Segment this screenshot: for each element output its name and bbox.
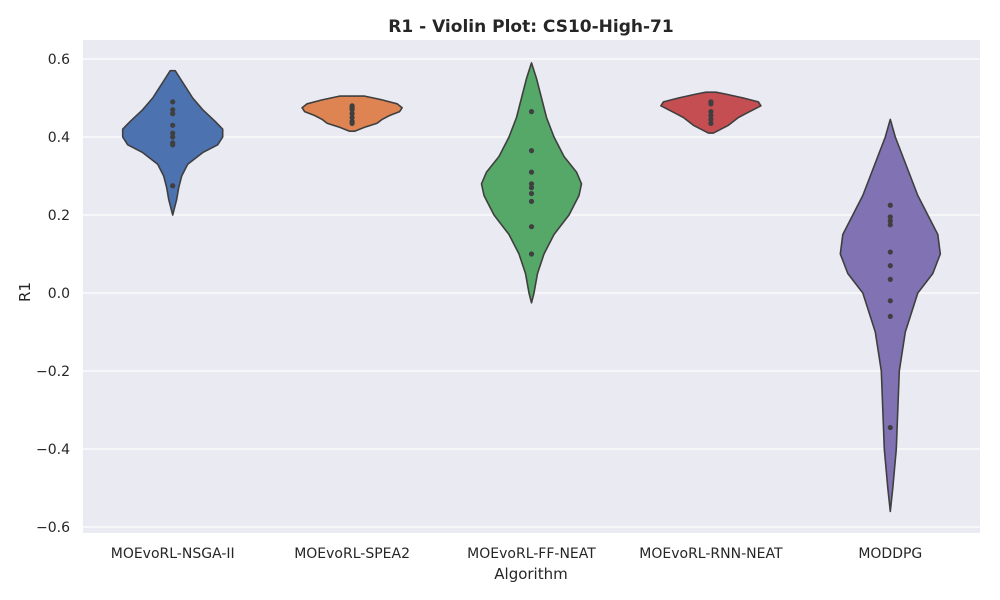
data-point [708,112,714,119]
data-point [170,99,176,105]
data-point [887,313,893,319]
data-point [170,111,176,117]
chart-title: R1 - Violin Plot: CS10-High-71 [388,17,673,37]
x-tick-label: MODDPG [858,546,922,562]
data-point [887,218,893,224]
x-tick-label: MOEvoRL-NSGA-II [111,546,235,562]
data-point [708,116,714,123]
data-point [528,181,535,187]
data-point [349,107,355,113]
data-point [887,263,893,269]
data-point [528,190,535,197]
y-tick-labels: 0.6 0.4 0.2 0.0 −0.2 −0.4 −0.6 [36,52,70,536]
data-point [708,109,714,115]
data-point [528,185,535,191]
data-point [528,251,535,257]
x-axis-label: Algorithm [494,565,567,583]
data-point [528,148,535,154]
x-tick-label: MOEvoRL-RNN-NEAT [639,546,783,562]
data-point [170,142,176,148]
violins [121,62,942,513]
x-tick-label: MOEvoRL-FF-NEAT [467,546,596,562]
data-point [887,222,893,228]
data-point [708,101,714,107]
y-tick-label: 0.4 [48,130,70,146]
data-point [887,249,893,255]
data-point [887,202,893,208]
data-point [170,134,176,140]
data-point [170,130,176,136]
data-point [349,120,355,126]
data-point [528,169,535,175]
x-tick-label: MOEvoRL-SPEA2 [294,546,410,562]
data-point [349,111,355,117]
data-point [170,183,176,189]
data-point [528,198,535,204]
data-point [528,109,535,115]
data-point [887,276,893,282]
data-point [170,107,176,113]
data-point [349,114,355,121]
data-point [887,214,893,220]
x-tick-labels: MOEvoRL-NSGA-II MOEvoRL-SPEA2 MOEvoRL-FF-N… [111,546,923,562]
y-tick-label: 0.0 [48,286,70,302]
data-point [170,122,176,128]
y-tick-label: −0.6 [36,520,70,536]
y-tick-label: 0.6 [48,52,70,68]
y-tick-label: −0.4 [36,442,70,458]
data-point [887,424,893,431]
y-tick-label: 0.2 [48,208,70,224]
data-point [708,120,714,126]
y-tick-label: −0.2 [36,364,70,380]
y-axis-label: R1 [16,282,34,302]
data-point [887,298,893,304]
data-point [528,224,535,230]
